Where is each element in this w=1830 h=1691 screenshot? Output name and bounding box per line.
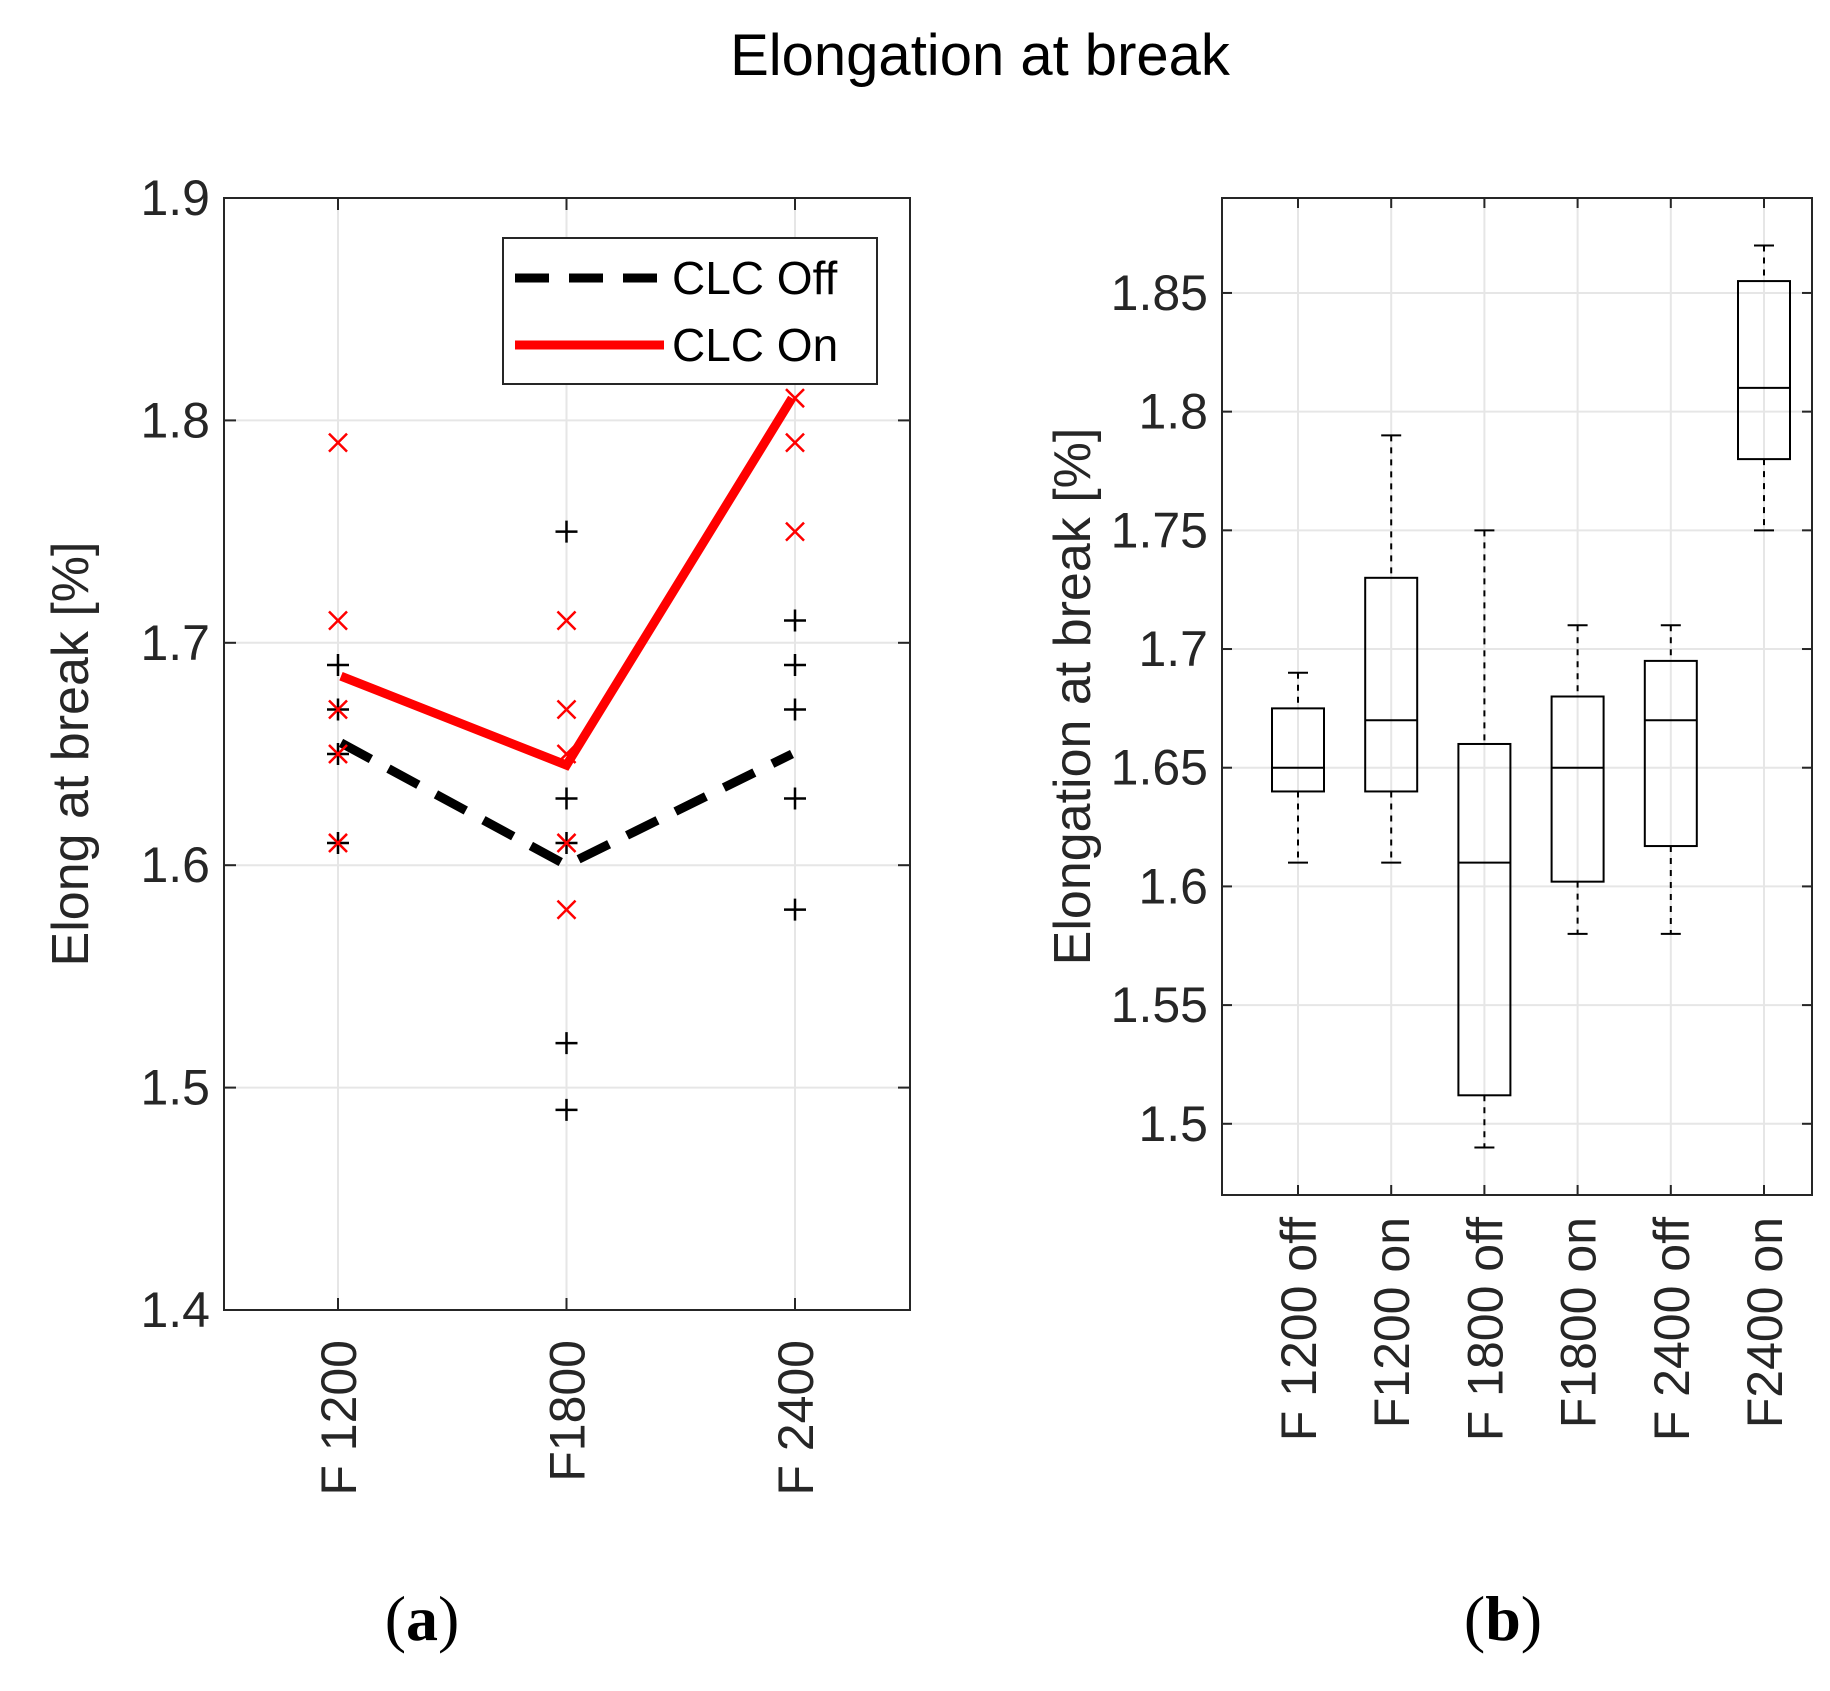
x-tick-label: F 1200 off [1271,1217,1327,1441]
x-tick-label: F2400 on [1737,1217,1793,1428]
y-tick-label: 1.8 [1138,384,1208,440]
data-point-plus [555,1032,578,1055]
y-tick-label: 1.5 [140,1060,210,1116]
x-tick-label: F 2400 [768,1340,824,1496]
data-point-x [328,699,348,720]
box-iqr [1737,280,1791,461]
y-tick-label: 1.8 [140,392,210,448]
y-tick-label: 1.55 [1111,977,1208,1033]
series-line-clc-on [339,395,796,771]
x-tick-label: F 2400 off [1644,1217,1700,1441]
x-tick-label: F 1800 off [1457,1217,1513,1441]
data-point-x [785,388,805,409]
box-0 [1271,671,1325,864]
data-point-plus [784,654,806,677]
panel-b-label: (b) [1464,1583,1542,1654]
legend-label: CLC On [672,319,838,371]
box-iqr [1643,659,1698,848]
data-point-plus [555,787,578,810]
box-iqr [1550,695,1605,883]
data-point-plus [327,654,349,677]
box-3 [1550,624,1605,935]
data-point-plus [555,1098,578,1121]
figure-title: Elongation at break [730,23,1231,88]
data-point-x [556,899,577,920]
data-point-plus [784,609,806,632]
box-4 [1643,624,1698,935]
data-point-x [785,521,805,542]
x-tick-label: F 1200 [311,1340,367,1496]
data-point-x [556,699,577,720]
data-point-x [556,744,577,764]
data-point-x [328,744,348,764]
y-tick-label: 1.7 [1138,621,1208,677]
y-tick-label: 1.9 [140,170,210,226]
series-line-clc-off [338,738,794,871]
y-tick-label: 1.6 [140,837,210,893]
y-tick-label: 1.6 [1138,858,1208,914]
data-point-x [328,833,348,853]
x-tick-label: F1800 [540,1340,596,1482]
data-point-plus [555,520,578,543]
box-1 [1364,434,1419,864]
y-tick-label: 1.65 [1111,740,1208,796]
panel-b: 1.5 1.55 1.6 1.65 1.7 1.75 1.8 1.85 F 1200 off F1… [1044,197,1813,1441]
y-tick-label: 1.4 [140,1282,210,1338]
x-tick-label: F1800 on [1551,1217,1607,1428]
legend: CLC Off CLC On [502,237,878,385]
y-tick-label: 1.75 [1111,502,1208,558]
box-iqr [1271,707,1325,793]
box-iqr [1457,742,1512,1097]
box-iqr [1364,576,1419,793]
y-tick-label: 1.5 [1138,1096,1208,1152]
data-point-x [556,610,577,631]
data-point-x [785,432,805,453]
y-tick-label: 1.85 [1111,265,1208,321]
data-point-x [328,610,348,631]
y-axis-label: Elong at break [%] [42,542,100,967]
x-tick-label: F1200 on [1364,1217,1420,1428]
box-5 [1737,244,1791,532]
panel-a-label: (a) [385,1583,460,1654]
data-point-x [328,432,348,453]
data-point-x [556,833,577,853]
data-point-plus [784,787,806,810]
data-point-plus [784,898,806,921]
y-tick-label: 1.7 [140,615,210,671]
legend-label: CLC Off [672,252,838,304]
data-point-plus [784,698,806,721]
plot-frame [223,197,911,1311]
legend-box [502,237,878,385]
plot-frame [1221,197,1813,1196]
box-2 [1457,529,1512,1149]
panel-a: 1.4 1.5 1.6 1.7 1.8 1.9 F 1200 F1800 F 2400 Elong… [42,170,911,1496]
y-axis-label: Elongation at break [%] [1044,428,1102,966]
